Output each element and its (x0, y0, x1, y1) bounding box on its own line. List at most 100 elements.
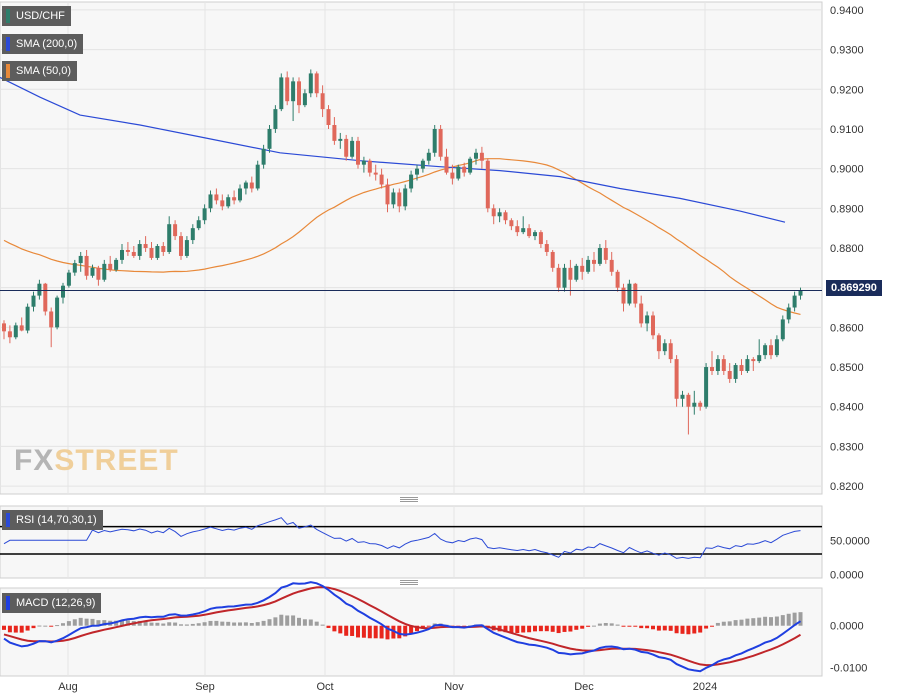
macd-tick-label: 0.0000 (830, 621, 864, 633)
candle-body (361, 160, 366, 165)
legend-macd[interactable]: MACD (12,26,9) (2, 593, 102, 613)
logo-part1: FX (14, 444, 55, 477)
candle-body (686, 394, 691, 407)
legend-macd-label: MACD (12,26,9) (16, 597, 96, 609)
macd-histogram-bar (249, 623, 254, 626)
candle-body (226, 197, 231, 207)
candle-body (202, 208, 207, 221)
macd-histogram-bar (710, 625, 714, 627)
candle-body (497, 212, 502, 217)
candle-body (131, 251, 136, 256)
macd-histogram-bar (255, 622, 260, 626)
candle-body (568, 267, 573, 280)
price-tick-label: 0.8500 (830, 362, 864, 374)
macd-histogram-bar (350, 625, 355, 636)
price-tick-label: 0.9300 (830, 45, 864, 57)
price-tick-label: 0.8300 (830, 441, 864, 453)
macd-histogram-bar (592, 625, 596, 627)
legend-symbol-label: USD/CHF (16, 10, 65, 22)
macd-histogram-bar (397, 625, 402, 639)
candle-body (727, 371, 732, 379)
macd-line (3, 581, 802, 673)
macd-histogram-bar (314, 621, 319, 626)
candle-body (356, 140, 360, 165)
candle-body (161, 246, 166, 252)
legend-rsi[interactable]: RSI (14,70,30,1) (2, 510, 103, 530)
macd-histogram-bar (769, 617, 773, 626)
candle-body (763, 345, 768, 356)
candle-body (698, 402, 703, 407)
legend-symbol[interactable]: USD/CHF (2, 6, 71, 26)
macd-histogram-bar (527, 625, 532, 633)
macd-histogram-bar (503, 625, 508, 633)
candle-body (291, 81, 296, 102)
macd-histogram-bar (25, 625, 30, 631)
macd-histogram-bar (621, 625, 626, 627)
candle-body (432, 128, 437, 153)
candle-body (651, 315, 655, 336)
price-tick-label: 0.9100 (830, 124, 864, 136)
macd-histogram-bar (627, 625, 632, 627)
rsi-pane-resize-handle[interactable] (400, 497, 418, 503)
macd-histogram-bar (125, 620, 130, 626)
candle-body (456, 166, 461, 179)
candle-body (757, 355, 762, 362)
macd-histogram-bar (173, 622, 178, 626)
candle-body (61, 285, 65, 298)
fxstreet-logo: FXSTREET (14, 444, 179, 478)
candle-body (397, 192, 402, 207)
macd-histogram-bar (391, 625, 396, 639)
candle-body (326, 109, 331, 125)
macd-histogram-bar (102, 620, 107, 626)
candle-body (479, 152, 484, 161)
macd-histogram-bar (302, 619, 307, 626)
macd-histogram-bar (344, 625, 349, 636)
macd-histogram-bar (13, 625, 18, 633)
macd-histogram-bar (338, 625, 343, 634)
candle-body (125, 249, 130, 252)
candle-body (403, 188, 408, 207)
candle-body (751, 359, 756, 362)
macd-histogram-bar (232, 622, 237, 626)
macd-histogram-bar (633, 625, 638, 627)
macd-pane-resize-handle[interactable] (400, 580, 418, 586)
candle-body (19, 325, 24, 331)
macd-histogram-bar (31, 625, 36, 629)
macd-histogram-bar (733, 620, 738, 626)
candle-body (385, 184, 390, 205)
macd-histogram-bar (780, 615, 785, 626)
last-price-tag: 0.869290 (826, 280, 882, 296)
candle-body (320, 93, 325, 110)
legend-sma200[interactable]: SMA (200,0) (2, 34, 84, 54)
macd-histogram-bar (763, 616, 768, 626)
candle-body (267, 128, 272, 149)
price-tick-label: 0.8400 (830, 402, 864, 414)
pane-2-background (0, 505, 823, 579)
candle-body (491, 208, 496, 217)
macd-histogram-bar (645, 625, 650, 629)
macd-histogram-bar (43, 625, 48, 627)
macd-histogram-bar (308, 619, 313, 626)
candle-body (96, 267, 101, 280)
macd-histogram-bar (409, 625, 414, 634)
macd-histogram-bar (615, 624, 620, 626)
candle-body (769, 345, 773, 356)
price-tick-label: 0.9000 (830, 164, 864, 176)
candle-body (108, 263, 113, 270)
candle-body (444, 156, 449, 173)
macd-histogram-bar (509, 625, 514, 633)
candle-body (798, 290, 803, 296)
candle-body (420, 160, 425, 169)
macd-histogram-bar (568, 625, 573, 632)
macd-histogram-bar (403, 625, 408, 637)
legend-sma50[interactable]: SMA (50,0) (2, 61, 78, 81)
candle-body (84, 255, 89, 276)
candle-body (273, 109, 278, 129)
candle-body (509, 220, 514, 227)
candle-body (550, 251, 555, 268)
price-tick-label: 0.9200 (830, 84, 864, 96)
macd-histogram-bar (179, 624, 183, 626)
candle-body (49, 311, 54, 328)
candle-body (208, 194, 213, 209)
